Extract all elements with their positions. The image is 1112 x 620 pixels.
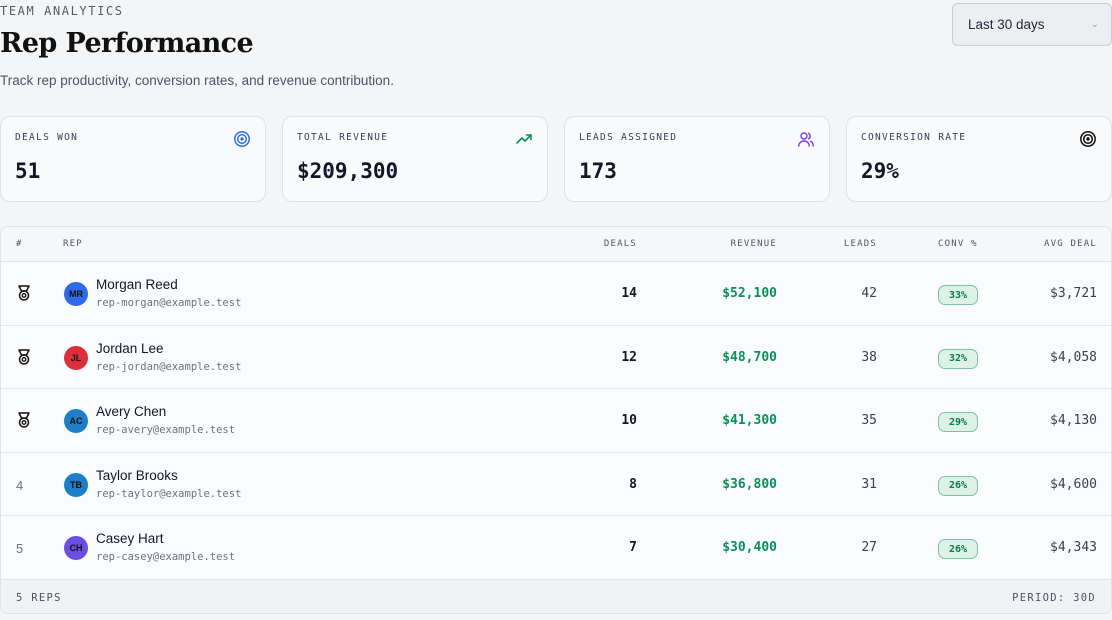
leads-value: 27: [861, 540, 877, 556]
column-header-rank: #: [16, 239, 23, 249]
conversion-badge: 32%: [938, 348, 978, 369]
leads-value: 31: [861, 476, 877, 492]
stat-card-leads-assigned: LEADS ASSIGNED 173: [564, 116, 830, 202]
stat-value: 51: [15, 159, 41, 183]
column-header-deals: DEALS: [603, 239, 637, 249]
table-footer: 5 REPS PERIOD: 30D: [1, 579, 1111, 613]
deals-value: 12: [621, 349, 637, 365]
avg-deal-value: $4,130: [1050, 413, 1097, 429]
rep-name: Taylor Brooks: [96, 467, 178, 483]
rep-performance-table: # REP DEALS REVENUE LEADS CONV % AVG DEA…: [0, 226, 1112, 614]
conversion-badge: 29%: [938, 412, 978, 433]
leads-value: 35: [861, 413, 877, 429]
chevron-down-icon: ⌄: [1090, 19, 1099, 30]
revenue-value: $41,300: [722, 413, 777, 429]
rep-email: rep-avery@example.test: [96, 424, 236, 437]
deals-value: 10: [621, 413, 637, 429]
revenue-value: $36,800: [722, 476, 777, 492]
avatar: TB: [64, 472, 88, 497]
stat-value: 173: [579, 159, 617, 183]
table-header: # REP DEALS REVENUE LEADS CONV % AVG DEA…: [1, 227, 1111, 262]
stat-value: 29%: [861, 159, 899, 183]
leads-value: 38: [861, 349, 877, 365]
stat-card-deals-won: DEALS WON 51: [0, 116, 266, 202]
stat-card-total-revenue: TOTAL REVENUE $209,300: [282, 116, 548, 202]
column-header-rep: REP: [63, 239, 83, 249]
column-header-avg-deal: AVG DEAL: [1044, 239, 1097, 249]
table-row[interactable]: 4 TB Taylor Brooks rep-taylor@example.test 8…: [1, 453, 1111, 517]
rep-count: 5 REPS: [16, 592, 62, 604]
conversion-badge: 26%: [938, 475, 978, 496]
rep-name: Avery Chen: [96, 404, 167, 420]
medal-icon: [18, 412, 30, 428]
rep-email: rep-casey@example.test: [96, 551, 236, 564]
rep-email: rep-jordan@example.test: [96, 360, 242, 373]
table-row[interactable]: MR Morgan Reed rep-morgan@example.test 14 $5…: [1, 262, 1111, 326]
revenue-value: $52,100: [722, 286, 777, 301]
column-header-conversion: CONV %: [938, 239, 978, 249]
avg-deal-value: $4,600: [1050, 476, 1097, 492]
avatar: JL: [64, 345, 88, 370]
stat-label: CONVERSION RATE: [861, 132, 967, 143]
deals-value: 14: [621, 286, 637, 301]
column-header-leads: LEADS: [843, 239, 877, 249]
avg-deal-value: $4,058: [1050, 349, 1097, 365]
users-icon: [798, 132, 814, 147]
table-row[interactable]: AC Avery Chen rep-avery@example.test 10 $41,…: [1, 389, 1111, 453]
page-title: Rep Performance: [0, 28, 254, 59]
conversion-badge: 33%: [938, 285, 978, 305]
trending-up-icon: [516, 134, 532, 144]
deals-value: 8: [629, 476, 637, 492]
rep-name: Casey Hart: [96, 531, 164, 547]
rank-number: 5: [16, 541, 24, 557]
stat-label: DEALS WON: [15, 132, 79, 143]
rep-name: Jordan Lee: [96, 340, 164, 356]
avg-deal-value: $3,721: [1050, 286, 1097, 301]
deals-value: 7: [629, 540, 637, 556]
column-header-revenue: REVENUE: [730, 239, 777, 249]
page-eyebrow: TEAM ANALYTICS: [0, 4, 124, 18]
stat-value: $209,300: [297, 159, 399, 183]
medal-icon: [18, 348, 30, 365]
rank-number: 4: [16, 477, 24, 493]
stats-row: DEALS WON 51 TOTAL REVENUE $209,300 LEAD…: [0, 116, 1112, 202]
avatar: CH: [64, 536, 88, 561]
date-range-value: Last 30 days: [968, 17, 1045, 32]
rep-email: rep-morgan@example.test: [96, 297, 242, 309]
stat-label: TOTAL REVENUE: [297, 132, 389, 143]
revenue-value: $30,400: [722, 540, 777, 556]
target-icon: [234, 131, 250, 147]
leads-value: 42: [861, 286, 877, 301]
avatar: MR: [64, 282, 88, 306]
medal-icon: [18, 285, 30, 301]
avatar: AC: [64, 409, 88, 434]
table-row[interactable]: JL Jordan Lee rep-jordan@example.test 12 $48…: [1, 326, 1111, 390]
table-body: MR Morgan Reed rep-morgan@example.test 14 $5…: [1, 262, 1111, 580]
rep-name: Morgan Reed: [96, 277, 178, 292]
page-subtitle: Track rep productivity, conversion rates…: [0, 73, 394, 88]
stat-label: LEADS ASSIGNED: [579, 132, 678, 143]
stat-card-conversion-rate: CONVERSION RATE 29%: [846, 116, 1112, 202]
revenue-value: $48,700: [722, 349, 777, 365]
target-icon: [1080, 131, 1096, 147]
period-label: PERIOD: 30D: [1012, 592, 1096, 604]
date-range-select[interactable]: Last 30 days ⌄: [952, 3, 1112, 46]
rep-email: rep-taylor@example.test: [96, 487, 242, 500]
avg-deal-value: $4,343: [1050, 540, 1097, 556]
conversion-badge: 26%: [938, 539, 978, 560]
table-row[interactable]: 5 CH Casey Hart rep-casey@example.test 7 $30,…: [1, 516, 1111, 580]
